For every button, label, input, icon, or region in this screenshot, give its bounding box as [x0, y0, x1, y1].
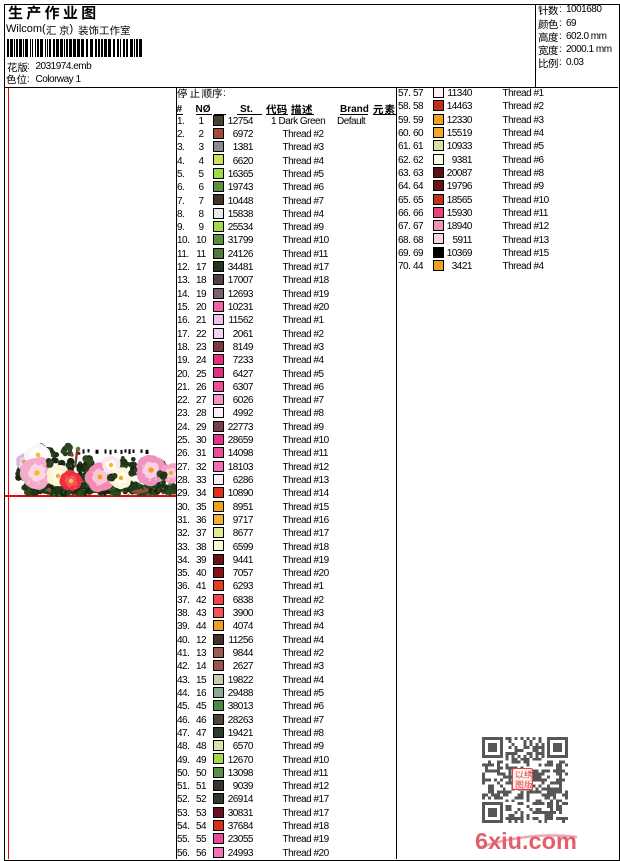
svg-text:6xiu.com: 6xiu.com [475, 828, 577, 854]
